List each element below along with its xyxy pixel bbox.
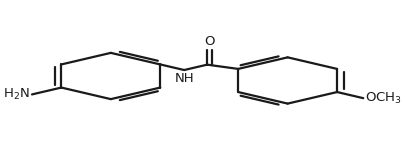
Text: NH: NH	[174, 72, 194, 85]
Text: H$_2$N: H$_2$N	[3, 87, 30, 102]
Text: O: O	[204, 35, 215, 48]
Text: OCH$_3$: OCH$_3$	[364, 91, 401, 106]
